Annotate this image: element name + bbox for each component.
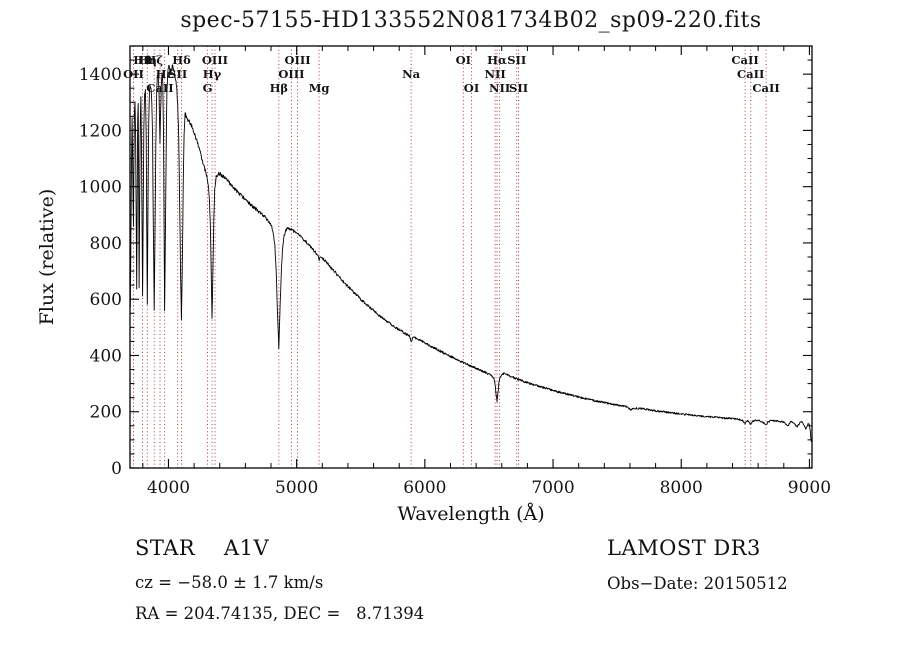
x-tick-label: 7000 (531, 478, 574, 498)
y-tick-label: 400 (90, 346, 122, 366)
spectral-line-label: OIII (202, 53, 228, 67)
radial-velocity-text: cz = −58.0 ± 1.7 km/s (135, 573, 324, 592)
y-tick-label: 1200 (79, 121, 122, 141)
spectral-line-label: G (203, 81, 213, 95)
plot-frame (129, 45, 813, 469)
survey-release-label: LAMOST DR3 (607, 536, 761, 560)
plot-title: spec-57155-HD133552N081734B02_sp09-220.f… (180, 8, 762, 33)
spectral-line-label: Hζ (145, 53, 163, 67)
x-tick-label: 8000 (660, 478, 703, 498)
y-axis-label: Flux (relative) (36, 188, 58, 326)
spectral-line-label: Hε (156, 67, 174, 81)
spectral-line-label: SII (168, 67, 187, 81)
x-tick-label: 9000 (788, 478, 831, 498)
spectral-line-label: CaII (731, 53, 758, 67)
spectral-line-label: Hα (487, 53, 507, 67)
object-classification: STAR A1V (135, 536, 270, 560)
spectral-line-label: Mg (309, 81, 330, 95)
spectral-line-label: OII (123, 67, 144, 81)
y-tick-label: 600 (90, 290, 122, 310)
y-tick-label: 0 (111, 459, 122, 479)
y-tick-label: 800 (90, 234, 122, 254)
spectral-line-label: Hβ (270, 81, 289, 95)
y-tick-label: 1400 (79, 65, 122, 85)
spectral-line-label: OI (456, 53, 471, 67)
spectral-line-label: CaII (737, 67, 764, 81)
spectral-line-label: NII (484, 67, 505, 81)
spectral-line-label: NII (489, 81, 510, 95)
x-tick-label: 5000 (275, 478, 318, 498)
spectral-line-label: Hδ (172, 53, 191, 67)
obs-date-text: Obs−Date: 20150512 (607, 574, 788, 593)
spectral-line-label: SII (507, 53, 526, 67)
spectral-line-label: SII (509, 81, 528, 95)
x-tick-label: 6000 (403, 478, 446, 498)
spectrum-trace (129, 64, 812, 443)
spectral-line-label: CaII (752, 81, 779, 95)
spectral-line-label: Hγ (203, 67, 222, 81)
spectral-line-label: OIII (284, 53, 310, 67)
spectral-line-label: Hθ (133, 53, 152, 67)
x-axis-label: Wavelength (Å) (397, 503, 545, 525)
spectral-line-label: Na (402, 67, 421, 81)
spectral-line-label: OIII (278, 67, 304, 81)
y-tick-label: 1000 (79, 178, 122, 198)
x-tick-label: 4000 (147, 478, 190, 498)
y-tick-label: 200 (90, 403, 122, 423)
spectral-line-label: Hη (138, 53, 157, 67)
coordinates-text: RA = 204.74135, DEC = 8.71394 (135, 604, 425, 623)
spectral-line-label: CaII (146, 81, 173, 95)
spectral-line-label: OI (464, 81, 479, 95)
